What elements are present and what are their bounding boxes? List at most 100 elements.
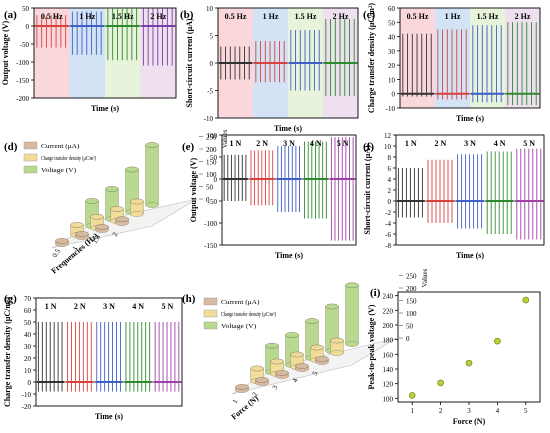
y-axis-label: Peak-to-peak voltage (V): [367, 304, 376, 389]
y-tick-label: 120: [383, 381, 394, 389]
y-tick-label: 200: [383, 322, 394, 330]
y-tick-label: -10: [204, 115, 214, 123]
z-tick-label: 0: [406, 335, 410, 343]
panel-label-g: (g): [4, 293, 17, 305]
legend-label: Voltage (V): [221, 323, 256, 330]
x-axis-label: Force (N): [453, 417, 486, 426]
group-label: 0.5 Hz: [407, 12, 429, 21]
category-tick-label: 1: [231, 398, 240, 405]
z-tick-label: 250: [206, 134, 217, 142]
data-point: [437, 379, 444, 387]
bar-cylinder-top: [145, 142, 159, 148]
y-axis-label: Output voltage (V): [189, 157, 198, 222]
panel-label-d: (d): [4, 141, 18, 153]
y-tick-label: 8: [388, 154, 392, 162]
y-tick-label: 50: [24, 319, 32, 327]
y-tick-label: 0: [210, 60, 214, 68]
category-tick-label: 1.5: [91, 233, 103, 245]
legend-swatch: [23, 141, 38, 150]
group-label: 0.5 Hz: [225, 12, 247, 21]
panel-i: 1 2 3 4 5 240 220 200 180 160 140 120 100 Peak-to-pea…: [367, 291, 541, 426]
y-axis-label: Short-circuit current (μA): [185, 18, 194, 107]
bar-cylinder-top: [315, 356, 329, 362]
bar-cylinder-top: [275, 370, 289, 376]
category-tick-label: 1: [71, 245, 80, 252]
bar-cylinder-top: [295, 363, 309, 369]
y-tick-label: 180: [383, 337, 394, 345]
panel-label-h: (h): [182, 293, 196, 305]
y-tick-label: -50: [20, 41, 30, 49]
y-tick-label: -150: [16, 77, 29, 85]
bar-cylinder-top: [290, 351, 304, 358]
y-axis-label: Short-circuit current (μA): [363, 145, 372, 234]
group-label: 1.5 Hz: [295, 12, 317, 21]
bar-cylinder-top: [305, 318, 319, 324]
legend-label: Voltage (V): [41, 167, 76, 174]
y-tick-label: 10: [384, 143, 392, 151]
panel-b: 0.5 Hz 1 Hz 1.5 Hz 2 Hz 10 5 0 -5 -10 Short-circu…: [185, 5, 359, 133]
x-tick-label: 3: [467, 407, 471, 415]
data-point: [408, 392, 416, 399]
panel-label-f: (f): [363, 141, 374, 153]
plot-frame: [33, 7, 177, 99]
panel-a: 0.5 Hz 1 Hz 1.5 Hz 2 Hz 50 0 -50 -100 -150 -200 Ou…: [1, 5, 177, 113]
bar-cylinder-top: [255, 377, 269, 383]
y-tick-label: 160: [383, 351, 394, 359]
category-tick-label: 2: [111, 231, 120, 238]
bar-cylinder-base: [145, 202, 159, 208]
group-label: 2 Hz: [333, 12, 349, 21]
y-tick-label: 0: [392, 91, 396, 99]
bar-cylinder-top: [325, 303, 339, 310]
y-tick-label: 20: [24, 355, 32, 363]
group-label: 1 N: [405, 139, 417, 148]
group-label: 5 N: [162, 302, 174, 311]
bar-cylinder-top: [55, 238, 69, 244]
y-tick-label: 2: [388, 187, 392, 195]
bar-cylinder-top: [235, 384, 249, 390]
x-tick-label: 1: [410, 407, 414, 415]
bar-cylinder-top: [95, 224, 109, 230]
bar-cylinder-top: [310, 344, 324, 351]
x-axis-label: Time (s): [91, 104, 119, 113]
panel-label-c: (c): [363, 9, 376, 21]
bar-cylinder-base: [345, 341, 359, 347]
legend-label: Current (μA): [41, 143, 79, 150]
x-axis-label: Force (N): [230, 394, 261, 422]
data-point: [522, 296, 530, 304]
y-tick-label: -2: [385, 209, 391, 217]
panel-label-a: (a): [4, 9, 17, 21]
y-tick-label: 10: [206, 5, 214, 13]
bar-cylinder-top: [345, 282, 359, 289]
group-label: 2 Hz: [150, 12, 166, 21]
group-label: 3 N: [103, 302, 115, 311]
group-label: 1 Hz: [263, 12, 279, 21]
group-label: 1.5 Hz: [477, 12, 499, 21]
plot-frame: [221, 134, 357, 246]
y-tick-label: 30: [24, 343, 32, 351]
z-tick-label: 50: [206, 184, 214, 192]
category-tick-label: 3: [271, 384, 280, 391]
frequency-band: [435, 8, 470, 108]
x-axis-label: Time (s): [95, 412, 123, 421]
bar-cylinder-top: [115, 216, 129, 223]
y-tick-label: -4: [385, 220, 391, 228]
bar-cylinder: [345, 285, 359, 345]
data-point: [494, 337, 501, 345]
legend-swatch: [23, 165, 38, 174]
frequency-band: [400, 8, 435, 108]
z-tick-label: 100: [406, 310, 417, 318]
x-axis-label: Time (s): [274, 124, 302, 133]
group-label: 3 N: [283, 139, 295, 148]
x-tick-label: 5: [524, 407, 528, 415]
x-tick-label: 4: [496, 407, 500, 415]
panel-label-i: (i): [370, 287, 381, 299]
group-label: 2 N: [74, 302, 86, 311]
group-label: 2 N: [256, 139, 268, 148]
y-axis-label: Charge transfer density (μC/m²): [367, 3, 376, 113]
y-tick-label: 100: [207, 132, 218, 140]
bar-cylinder-top: [270, 358, 284, 365]
bar-cylinder-base: [130, 211, 144, 217]
legend-label: Charge transfer density (μC/m²): [41, 155, 96, 162]
bar-cylinder-top: [90, 213, 104, 220]
